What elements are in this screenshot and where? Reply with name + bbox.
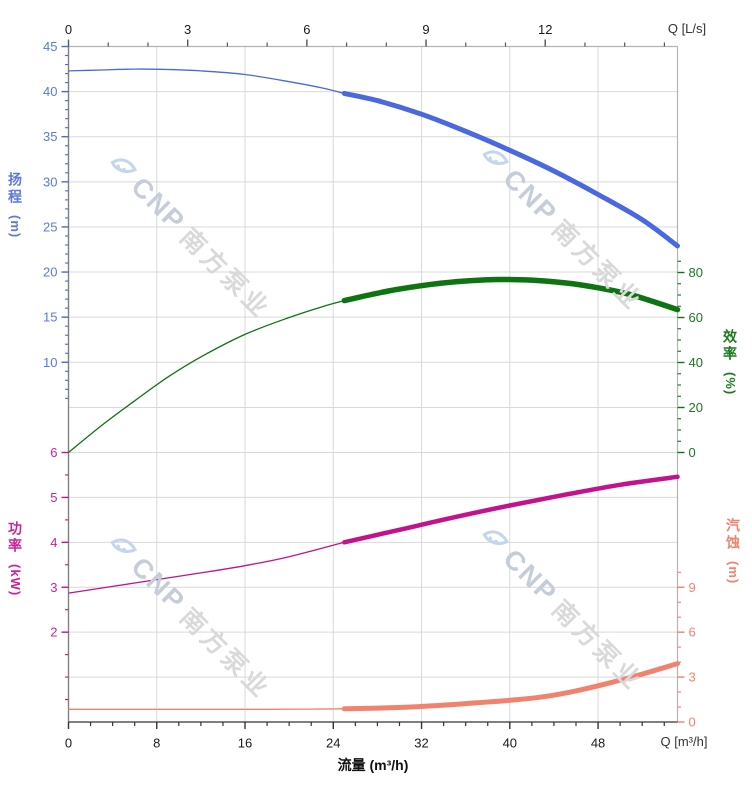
efficiency-curve-thin xyxy=(68,299,345,454)
tick-label: 15 xyxy=(43,310,57,325)
tick-label: 2 xyxy=(50,625,57,640)
npsh-axis-unit: (m) xyxy=(726,561,741,585)
tick-label: 10 xyxy=(43,355,57,370)
x-axis-title: 流量 (m³/h) xyxy=(337,757,409,773)
tick-label: 3 xyxy=(689,670,696,685)
efficiency-axis-title: 效率 (%) xyxy=(722,329,738,396)
x-top-unit-label: Q [L/s] xyxy=(667,21,707,36)
tick-label: 9 xyxy=(422,22,429,37)
power-curve-thick xyxy=(342,474,680,545)
tick-label: 30 xyxy=(43,174,57,189)
head-curve-thin xyxy=(68,68,345,95)
power-axis-title: 功率 (kW) xyxy=(7,521,23,597)
tick-label: 5 xyxy=(50,490,57,505)
npsh-axis-label: 汽蚀 xyxy=(725,518,741,552)
efficiency-axis-label: 效率 xyxy=(722,329,738,363)
npsh-curve-thick xyxy=(341,661,680,712)
tick-label: 60 xyxy=(689,310,703,325)
tick-label: 40 xyxy=(689,355,703,370)
tick-label: 3 xyxy=(184,22,191,37)
power-axis-label: 功率 xyxy=(7,521,23,555)
tick-label: 25 xyxy=(43,219,57,234)
tick-label: 0 xyxy=(689,445,696,460)
tick-label: 8 xyxy=(153,736,160,751)
x-bottom-unit-label: Q [m³/h] xyxy=(660,734,708,749)
head-curve-thick xyxy=(341,90,680,249)
tick-label: 9 xyxy=(689,580,696,595)
tick-label: 20 xyxy=(689,400,703,415)
tick-label: 40 xyxy=(503,736,517,751)
head-axis-label: 扬程 xyxy=(7,172,23,206)
tick-label: 0 xyxy=(689,715,696,730)
tick-label: 80 xyxy=(689,265,703,280)
tick-label: 32 xyxy=(414,736,428,751)
head-axis-title: 扬程 (m) xyxy=(7,172,23,239)
tick-label: 20 xyxy=(43,265,57,280)
curves xyxy=(68,68,681,712)
tick-label: 35 xyxy=(43,129,57,144)
axis-ticks xyxy=(61,39,685,729)
tick-label: 0 xyxy=(65,736,72,751)
head-axis-unit: (m) xyxy=(8,215,23,239)
power-curve-thin xyxy=(68,541,345,594)
tick-label: 6 xyxy=(689,625,696,640)
gridlines xyxy=(68,46,678,722)
power-axis-unit: (kW) xyxy=(8,564,23,597)
efficiency-axis-unit: (%) xyxy=(723,372,738,396)
tick-label: 45 xyxy=(43,39,57,54)
plot-border xyxy=(67,45,679,723)
efficiency-curve-thick xyxy=(341,276,681,313)
tick-label: 16 xyxy=(238,736,252,751)
tick-label: 4 xyxy=(50,535,57,550)
tick-label: 40 xyxy=(43,84,57,99)
tick-label: 12 xyxy=(538,22,552,37)
tick-label: 6 xyxy=(303,22,310,37)
npsh-axis-title: 汽蚀 (m) xyxy=(725,518,741,585)
tick-label: 24 xyxy=(326,736,340,751)
tick-label: 6 xyxy=(50,445,57,460)
tick-label: 3 xyxy=(50,580,57,595)
tick-labels: 0 8 16 24 32 40 480 3 6 9 124540353025201510806040… xyxy=(43,22,703,751)
tick-label: 48 xyxy=(591,736,605,751)
tick-label: 0 xyxy=(65,22,72,37)
npsh-curve-thin xyxy=(68,708,345,710)
